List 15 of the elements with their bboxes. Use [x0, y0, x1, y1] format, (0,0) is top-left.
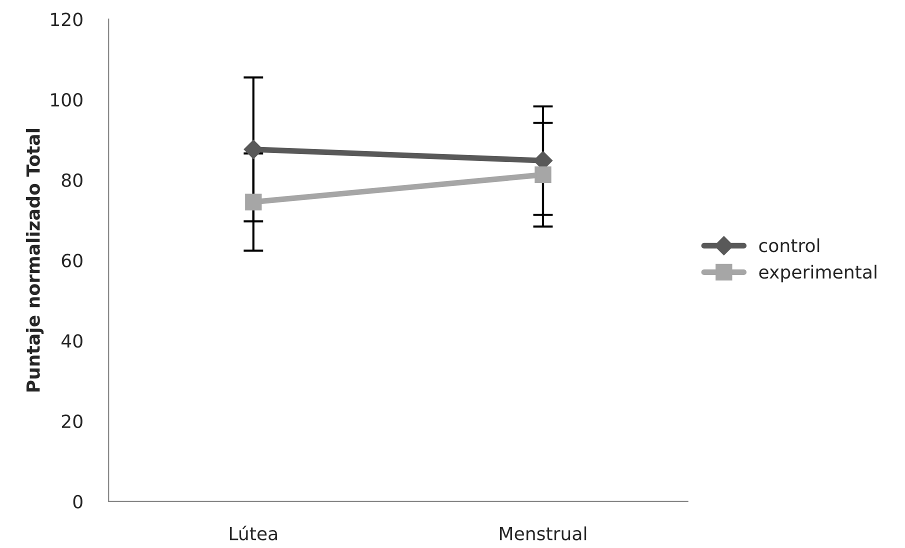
x-tick-label: Lútea [230, 526, 277, 540]
point [244, 140, 263, 159]
x-tick-label: Menstrual [500, 526, 586, 540]
y-tick-label: 80 [62, 173, 82, 188]
point [534, 166, 552, 184]
y-tick-label: 0 [73, 494, 82, 509]
legend-label: experimental [759, 264, 876, 282]
point [245, 194, 262, 210]
y-tick-label: 100 [51, 93, 82, 107]
y-tick-label: 20 [62, 414, 82, 428]
legend-label: control [759, 238, 820, 252]
y-tick-label: 120 [51, 12, 82, 26]
y-axis-title: Puntaje normalizado Total [26, 128, 44, 392]
y-tick-label: 40 [62, 334, 82, 348]
y-tick-label: 60 [62, 254, 82, 268]
